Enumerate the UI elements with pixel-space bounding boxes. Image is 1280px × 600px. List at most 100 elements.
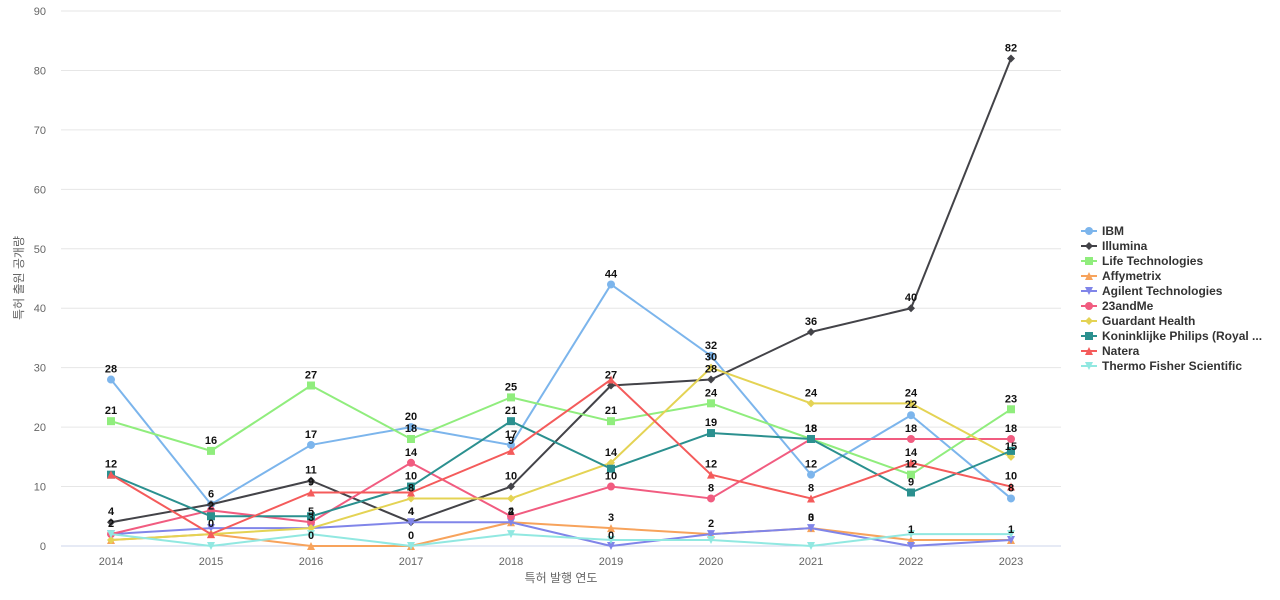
legend-label-life-technologies: Life Technologies (1102, 254, 1203, 268)
point-guardant-health-2020 (707, 363, 715, 372)
legend-label-23andme: 23andMe (1102, 299, 1154, 313)
point-natera-2023 (1007, 482, 1015, 491)
legend-item-natera[interactable]: Natera (1081, 344, 1140, 358)
data-label-life-technologies-2022: 12 (905, 459, 917, 471)
point-koninklijke-philips-royal-2020 (707, 429, 715, 438)
legend-marker-koninklijke-philips-royal (1085, 332, 1093, 340)
point-agilent-technologies-2023 (1007, 536, 1015, 545)
point-affymetrix-2016 (307, 542, 315, 550)
legend-item-affymetrix[interactable]: Affymetrix (1081, 269, 1162, 283)
y-tick-label-40: 40 (34, 303, 46, 315)
data-label-affymetrix-2020: 2 (708, 518, 714, 530)
data-label-agilent-technologies-2014: 2 (108, 518, 114, 530)
legend-label-illumina: Illumina (1102, 239, 1148, 253)
legend-marker-agilent-technologies (1085, 287, 1093, 295)
data-label-life-technologies-2018: 25 (505, 381, 517, 393)
point-koninklijke-philips-royal-2022 (907, 488, 915, 497)
y-tick-label-90: 90 (34, 6, 46, 18)
point-guardant-health-2021 (807, 399, 815, 408)
point-thermo-fisher-scientific-2017 (407, 542, 415, 550)
point-illumina-2015 (207, 500, 215, 509)
x-axis-title: 특허 발행 연도 (525, 570, 598, 585)
data-label-life-technologies-2015: 16 (205, 435, 217, 447)
point-natera-2016 (307, 488, 315, 497)
data-label-natera-2021: 8 (808, 482, 814, 494)
legend-label-guardant-health: Guardant Health (1102, 314, 1195, 328)
legend-marker-thermo-fisher-scientific (1085, 362, 1093, 370)
point-koninklijke-philips-royal-2018 (507, 417, 515, 426)
data-label-23andme-2017: 14 (405, 447, 418, 459)
y-tick-label-10: 10 (34, 482, 46, 494)
data-label-koninklijke-philips-royal-2022: 9 (908, 477, 914, 489)
point-life-technologies-2017 (407, 435, 415, 443)
y-tick-label-0: 0 (40, 541, 46, 553)
data-label-ibm-2022: 22 (905, 399, 917, 411)
point-ibm-2023 (1007, 494, 1015, 503)
y-tick-label-20: 20 (34, 422, 46, 434)
data-label-illumina-2023: 82 (1005, 43, 1017, 55)
x-tick-label-2022: 2022 (899, 556, 923, 568)
point-koninklijke-philips-royal-2017 (407, 482, 415, 491)
data-label-natera-2018: 9 (508, 435, 514, 447)
point-illumina-2016 (307, 476, 315, 485)
point-life-technologies-2016 (307, 381, 315, 390)
series-koninklijke-philips-royal (107, 417, 1015, 521)
point-agilent-technologies-2019 (607, 542, 615, 550)
legend-item-life-technologies[interactable]: Life Technologies (1081, 254, 1203, 268)
point-ibm-2016 (307, 440, 315, 449)
legend-item-agilent-technologies[interactable]: Agilent Technologies (1081, 284, 1223, 298)
data-label-life-technologies-2021: 18 (805, 423, 817, 435)
data-label-natera-2022: 14 (905, 447, 918, 459)
legend-item-ibm[interactable]: IBM (1081, 224, 1124, 238)
x-axis-ticks: 2014 2015 2016 2017 2018 2019 2020 2021 2022 2023 (99, 556, 1023, 568)
legend-marker-ibm (1085, 227, 1093, 235)
point-thermo-fisher-scientific-2018 (507, 530, 515, 539)
legend-item-thermo-fisher-scientific[interactable]: Thermo Fisher Scientific (1081, 359, 1242, 373)
point-affymetrix-2019 (607, 524, 615, 533)
point-ibm-2018 (507, 440, 515, 449)
data-label-koninklijke-philips-royal-2017: 10 (405, 471, 417, 483)
point-natera-2022 (907, 458, 915, 467)
y-tick-label-60: 60 (34, 184, 46, 196)
x-tick-label-2016: 2016 (299, 556, 323, 568)
x-tick-label-2014: 2014 (99, 556, 123, 568)
y-tick-label-80: 80 (34, 65, 46, 77)
y-tick-label-70: 70 (34, 125, 46, 137)
legend-item-23andme[interactable]: 23andMe (1081, 299, 1154, 313)
legend-marker-life-technologies (1085, 257, 1093, 265)
legend-marker-illumina (1085, 242, 1093, 250)
data-label-life-technologies-2020: 24 (705, 387, 718, 399)
data-label-illumina-2022: 40 (905, 292, 917, 304)
legend-label-thermo-fisher-scientific: Thermo Fisher Scientific (1102, 359, 1242, 373)
point-illumina-2021 (807, 328, 815, 336)
legend-label-ibm: IBM (1102, 224, 1124, 238)
data-label-23andme-2020: 8 (708, 482, 714, 494)
data-label-ibm-2019: 44 (605, 268, 618, 280)
point-thermo-fisher-scientific-2016 (307, 530, 315, 539)
point-agilent-technologies-2022 (907, 542, 915, 550)
point-illumina-2018 (507, 482, 515, 491)
point-natera-2014 (107, 470, 115, 479)
legend-item-koninklijke-philips-royal[interactable]: Koninklijke Philips (Royal ... (1081, 329, 1262, 343)
point-life-technologies-2023 (1007, 405, 1015, 414)
data-label-illumina-2017: 4 (408, 506, 415, 518)
point-illumina-2023 (1007, 54, 1015, 63)
point-illumina-2014 (107, 518, 115, 527)
legend-item-illumina[interactable]: Illumina (1081, 239, 1148, 253)
data-label-ibm-2023: 8 (1008, 482, 1014, 494)
y-axis-title: 특허 출원 공개량 (12, 236, 26, 320)
point-illumina-2022 (907, 304, 915, 313)
data-label-life-technologies-2023: 23 (1005, 393, 1017, 405)
legend-item-guardant-health[interactable]: Guardant Health (1081, 314, 1195, 328)
point-thermo-fisher-scientific-2020 (707, 536, 715, 545)
data-label-life-technologies-2014: 21 (105, 405, 117, 417)
point-23andme-2020 (707, 494, 715, 503)
data-label-23andme-2023: 18 (1005, 423, 1017, 435)
data-label-agilent-technologies-2017: 4 (408, 506, 415, 518)
y-axis-ticks: 0 10 20 30 40 50 60 70 80 90 (34, 6, 46, 553)
data-label-guardant-health-2020: 30 (705, 352, 717, 364)
series-life-technologies (107, 381, 1015, 479)
data-label-affymetrix-2018: 4 (508, 506, 515, 518)
point-life-technologies-2018 (507, 393, 515, 402)
